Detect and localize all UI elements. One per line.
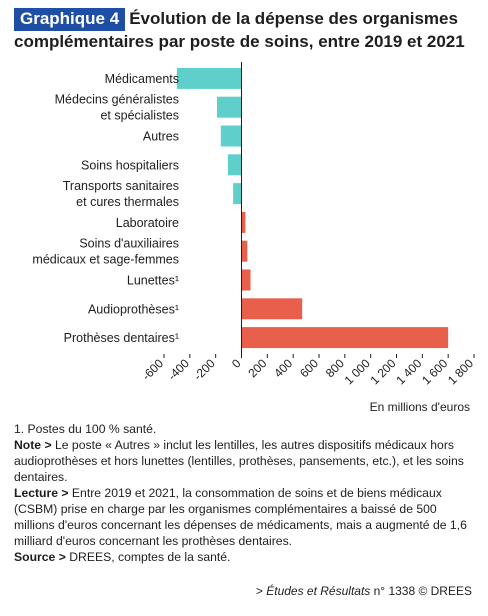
note-label: Note > (14, 438, 52, 452)
category-label: Audioprothèses¹ (88, 302, 179, 316)
chart-header: Graphique 4 Évolution de la dépense des o… (14, 8, 480, 52)
category-label: Médecins généralistes et spécialistes (55, 93, 179, 123)
x-axis-label: En millions d'euros (369, 400, 470, 414)
category-label: Médicaments (105, 72, 179, 86)
category-label: Laboratoire (116, 216, 179, 230)
category-label: Prothèses dentaires¹ (64, 331, 179, 345)
bar (241, 298, 303, 320)
bar (241, 269, 251, 291)
lecture-label: Lecture > (14, 486, 69, 500)
category-label: Lunettes¹ (127, 274, 179, 288)
bar (233, 183, 242, 205)
x-tick-label: 1 000 (342, 356, 373, 387)
category-label: Soins hospitaliers (81, 158, 179, 172)
source-paragraph: Source > DREES, comptes de la santé. (14, 549, 476, 565)
bar (216, 96, 242, 118)
category-label: Soins d'auxiliaires médicaux et sage-femm… (32, 237, 179, 267)
x-tick-label: -600 (139, 356, 166, 383)
x-tick-label: 200 (245, 356, 269, 380)
bar (241, 240, 248, 262)
footnote: 1. Postes du 100 % santé. (14, 422, 157, 436)
x-tick-label: 1 400 (393, 356, 424, 387)
x-tick-label: 1 200 (367, 356, 398, 387)
bar (241, 211, 246, 233)
bar (241, 327, 449, 349)
x-tick-label: 0 (229, 356, 244, 371)
chart-title: Évolution de la dépense des organismes c… (14, 9, 465, 51)
bar (220, 125, 242, 147)
x-tick-label: -200 (191, 356, 218, 383)
lecture-text: Entre 2019 et 2021, la consommation de s… (14, 486, 467, 548)
footer-prefix: > (255, 584, 267, 598)
x-tick-label: 400 (271, 356, 295, 380)
source-label: Source > (14, 550, 66, 564)
publication-name: Études et Résultats (266, 584, 371, 598)
source-text: DREES, comptes de la santé. (65, 550, 231, 564)
x-tick-label: 1 600 (419, 356, 450, 387)
chart-notes: 1. Postes du 100 % santé. Note > Le post… (14, 421, 476, 565)
category-label: Transports sanitaires et cures thermales (63, 179, 179, 209)
figure-tag: Graphique 4 (14, 8, 126, 31)
bar-chart: Médicaments Médecins généralistes et spéci… (32, 62, 476, 387)
category-label: Autres (143, 130, 179, 144)
x-tick-label: -400 (165, 356, 192, 383)
x-tick-label: 1 800 (445, 356, 476, 387)
footer-suffix: n° 1338 © DREES (370, 584, 472, 598)
lecture-paragraph: Lecture > Entre 2019 et 2021, la consomm… (14, 485, 476, 549)
bar (176, 67, 242, 89)
bar (227, 154, 242, 176)
note-paragraph: Note > Le poste « Autres » inclut les le… (14, 437, 476, 485)
publication-footer: > Études et Résultats n° 1338 © DREES (256, 584, 472, 598)
note-text: Le poste « Autres » inclut les lentilles… (14, 438, 464, 484)
x-tick-label: 600 (297, 356, 321, 380)
